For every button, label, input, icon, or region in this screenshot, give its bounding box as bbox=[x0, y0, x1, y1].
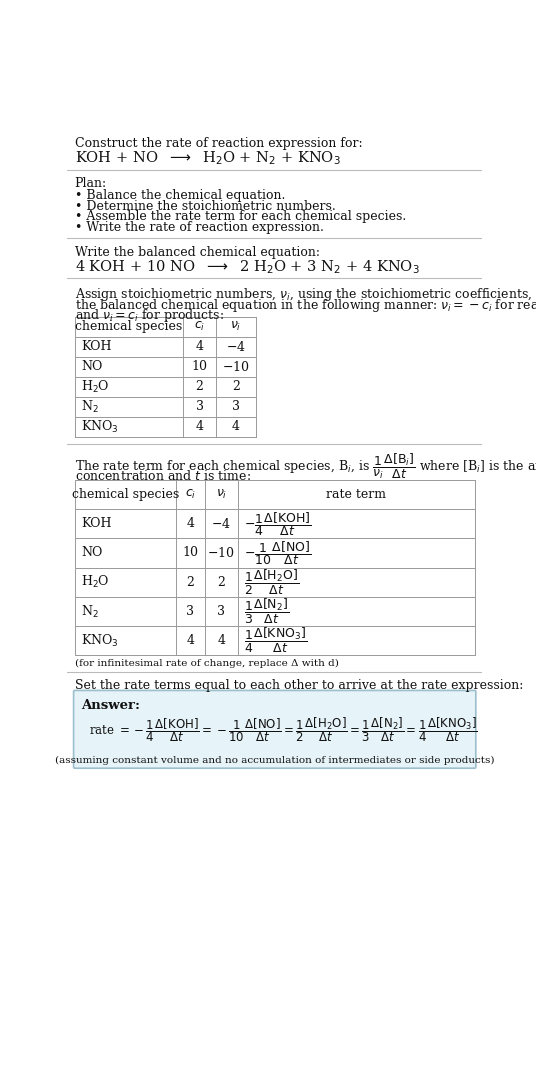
Text: $c_i$: $c_i$ bbox=[194, 320, 205, 333]
Text: $-\dfrac{1}{4}\dfrac{\Delta[\mathrm{KOH}]}{\Delta t}$: $-\dfrac{1}{4}\dfrac{\Delta[\mathrm{KOH}… bbox=[244, 510, 311, 537]
Text: (for infinitesimal rate of change, replace Δ with d): (for infinitesimal rate of change, repla… bbox=[75, 660, 339, 668]
Text: 2: 2 bbox=[187, 575, 194, 589]
Text: Plan:: Plan: bbox=[75, 177, 107, 190]
Text: N$_2$: N$_2$ bbox=[81, 399, 99, 415]
Text: 4: 4 bbox=[186, 518, 194, 531]
Text: $-$4: $-$4 bbox=[211, 517, 231, 531]
Text: Answer:: Answer: bbox=[81, 699, 140, 712]
Text: 3: 3 bbox=[217, 605, 225, 618]
FancyBboxPatch shape bbox=[73, 690, 476, 768]
Text: chemical species: chemical species bbox=[71, 488, 178, 501]
Text: H$_2$O: H$_2$O bbox=[81, 379, 109, 394]
Text: 4 KOH + 10 NO  $\longrightarrow$  2 H$_2$O + 3 N$_2$ + 4 KNO$_3$: 4 KOH + 10 NO $\longrightarrow$ 2 H$_2$O… bbox=[75, 258, 420, 276]
Text: • Write the rate of reaction expression.: • Write the rate of reaction expression. bbox=[75, 221, 324, 234]
Text: KOH: KOH bbox=[81, 340, 111, 353]
Text: 3: 3 bbox=[186, 605, 194, 618]
Text: 4: 4 bbox=[186, 634, 194, 648]
Text: 10: 10 bbox=[191, 360, 207, 373]
Text: Write the balanced chemical equation:: Write the balanced chemical equation: bbox=[75, 246, 320, 259]
Text: NO: NO bbox=[81, 546, 102, 559]
Text: 4: 4 bbox=[196, 420, 204, 434]
Text: • Assemble the rate term for each chemical species.: • Assemble the rate term for each chemic… bbox=[75, 211, 406, 224]
Text: KOH: KOH bbox=[81, 518, 111, 531]
Text: H$_2$O: H$_2$O bbox=[81, 574, 109, 591]
Text: KOH + NO  $\longrightarrow$  H$_2$O + N$_2$ + KNO$_3$: KOH + NO $\longrightarrow$ H$_2$O + N$_2… bbox=[75, 150, 340, 167]
Text: $\nu_i$: $\nu_i$ bbox=[230, 320, 242, 333]
Text: $-$4: $-$4 bbox=[226, 340, 246, 354]
Text: rate $= -\dfrac{1}{4}\dfrac{\Delta[\mathrm{KOH}]}{\Delta t} = -\dfrac{1}{10}\dfr: rate $= -\dfrac{1}{4}\dfrac{\Delta[\math… bbox=[88, 715, 478, 745]
Text: 2: 2 bbox=[196, 380, 204, 393]
Text: 3: 3 bbox=[196, 400, 204, 413]
Text: Set the rate terms equal to each other to arrive at the rate expression:: Set the rate terms equal to each other t… bbox=[75, 679, 523, 692]
Text: $-\dfrac{1}{10}\dfrac{\Delta[\mathrm{NO}]}{\Delta t}$: $-\dfrac{1}{10}\dfrac{\Delta[\mathrm{NO}… bbox=[244, 539, 311, 567]
Text: $c_i$: $c_i$ bbox=[184, 488, 196, 501]
Text: 3: 3 bbox=[232, 400, 240, 413]
Text: • Balance the chemical equation.: • Balance the chemical equation. bbox=[75, 189, 285, 202]
Text: 10: 10 bbox=[182, 546, 198, 559]
Text: $-$10: $-$10 bbox=[207, 546, 235, 560]
Text: 4: 4 bbox=[232, 420, 240, 434]
Text: the balanced chemical equation in the following manner: $\nu_i = -c_i$ for react: the balanced chemical equation in the fo… bbox=[75, 297, 536, 313]
Text: KNO$_3$: KNO$_3$ bbox=[81, 632, 118, 649]
Text: and $\nu_i = c_i$ for products:: and $\nu_i = c_i$ for products: bbox=[75, 307, 224, 324]
Text: $\dfrac{1}{2}\dfrac{\Delta[\mathrm{H_2O}]}{\Delta t}$: $\dfrac{1}{2}\dfrac{\Delta[\mathrm{H_2O}… bbox=[244, 568, 299, 596]
Text: N$_2$: N$_2$ bbox=[81, 604, 99, 619]
Text: rate term: rate term bbox=[326, 488, 386, 501]
Text: $\nu_i$: $\nu_i$ bbox=[215, 488, 227, 501]
Text: The rate term for each chemical species, B$_i$, is $\dfrac{1}{\nu_i}\dfrac{\Delt: The rate term for each chemical species,… bbox=[75, 452, 536, 482]
Text: 4: 4 bbox=[217, 634, 225, 648]
Text: 4: 4 bbox=[196, 340, 204, 353]
Text: • Determine the stoichiometric numbers.: • Determine the stoichiometric numbers. bbox=[75, 200, 336, 213]
Text: NO: NO bbox=[81, 360, 102, 373]
Text: 2: 2 bbox=[217, 575, 225, 589]
Text: $-$10: $-$10 bbox=[222, 359, 250, 373]
Text: concentration and $t$ is time:: concentration and $t$ is time: bbox=[75, 470, 251, 483]
Text: Construct the rate of reaction expression for:: Construct the rate of reaction expressio… bbox=[75, 138, 362, 151]
Text: (assuming constant volume and no accumulation of intermediates or side products): (assuming constant volume and no accumul… bbox=[55, 757, 494, 765]
Text: Assign stoichiometric numbers, $\nu_i$, using the stoichiometric coefficients, $: Assign stoichiometric numbers, $\nu_i$, … bbox=[75, 286, 536, 302]
Text: chemical species: chemical species bbox=[76, 320, 183, 333]
Text: $\dfrac{1}{3}\dfrac{\Delta[\mathrm{N_2}]}{\Delta t}$: $\dfrac{1}{3}\dfrac{\Delta[\mathrm{N_2}]… bbox=[244, 597, 289, 626]
Text: 2: 2 bbox=[232, 380, 240, 393]
Text: $\dfrac{1}{4}\dfrac{\Delta[\mathrm{KNO_3}]}{\Delta t}$: $\dfrac{1}{4}\dfrac{\Delta[\mathrm{KNO_3… bbox=[244, 627, 307, 655]
Text: KNO$_3$: KNO$_3$ bbox=[81, 418, 118, 435]
